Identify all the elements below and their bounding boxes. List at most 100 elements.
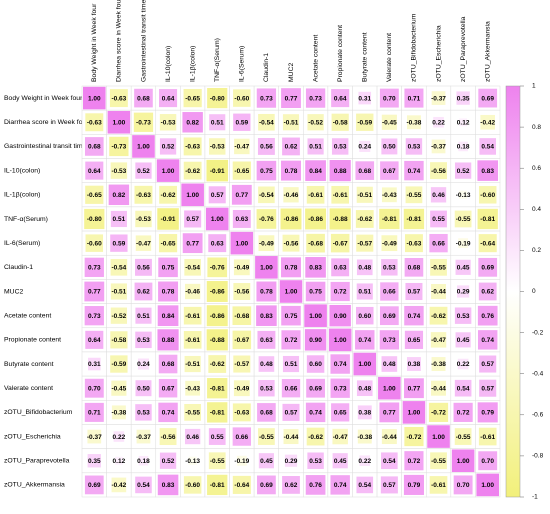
value-label: -0.80	[210, 95, 225, 102]
value-label: 0.69	[88, 482, 101, 489]
value-label: 0.68	[358, 168, 371, 175]
cell-color	[133, 112, 154, 132]
cell-color	[282, 476, 300, 494]
value-label: 0.57	[186, 216, 199, 223]
value-label: 0.62	[137, 289, 150, 296]
cell-color	[188, 456, 197, 465]
cell-color	[85, 330, 104, 349]
cell-color	[404, 426, 424, 447]
value-label: -0.58	[111, 337, 126, 344]
value-label: -0.67	[234, 337, 249, 344]
value-label: 0.50	[383, 144, 396, 151]
cell-color	[135, 307, 152, 324]
value-label: -0.49	[259, 240, 274, 247]
cell-color	[183, 161, 202, 180]
colorbar-tick-label: 0.4	[532, 206, 541, 213]
column-label: zOTU_Paraprevotella	[460, 16, 467, 82]
cell-color	[306, 355, 325, 373]
cell-color	[455, 332, 471, 348]
cell-color	[404, 88, 424, 108]
value-label: 0.82	[113, 192, 126, 199]
value-label: -0.64	[480, 240, 495, 247]
cell-color	[304, 329, 327, 351]
cell-color	[477, 160, 498, 181]
cell-color	[357, 405, 372, 420]
cell-color	[404, 234, 423, 253]
row-label: Propionate content	[4, 337, 61, 344]
cell-color	[430, 210, 447, 228]
value-label: -0.81	[480, 216, 495, 223]
cell-color	[206, 329, 228, 351]
value-label: 0.74	[481, 337, 494, 344]
value-label: 0.63	[211, 240, 224, 247]
cell-color	[402, 401, 426, 424]
value-label: 0.75	[309, 289, 322, 296]
value-label: 0.53	[408, 144, 421, 151]
value-label: 0.55	[211, 434, 224, 441]
value-label: -0.91	[161, 216, 176, 223]
value-label: 1.00	[309, 313, 322, 320]
row-label: zOTU_Akkermansia	[4, 482, 65, 489]
cell-color	[356, 380, 373, 397]
cell-color	[134, 282, 153, 301]
cell-color	[405, 138, 423, 155]
cell-color	[181, 183, 204, 207]
value-label: -0.76	[210, 265, 225, 272]
value-label: -0.44	[431, 289, 446, 296]
cell-color	[233, 380, 250, 397]
row-label: Butyrate content	[4, 361, 54, 368]
cell-color	[404, 451, 424, 471]
value-label: 0.52	[162, 458, 175, 465]
cell-color	[459, 190, 468, 199]
value-label: 0.76	[309, 482, 322, 489]
column-label: Valerate content	[386, 33, 393, 82]
value-label: 0.75	[260, 168, 273, 175]
cell-color	[135, 210, 152, 228]
value-label: -0.60	[185, 482, 200, 489]
cell-color	[454, 379, 472, 397]
value-label: -0.61	[185, 337, 200, 344]
cell-color	[404, 258, 424, 277]
value-label: 0.53	[383, 265, 396, 272]
value-label: 0.79	[408, 482, 421, 489]
value-label: -0.42	[480, 119, 495, 126]
cell-color	[110, 331, 128, 349]
cell-color	[110, 355, 128, 373]
value-label: 0.29	[285, 458, 298, 465]
colorbar-tick-label: -0.4	[532, 370, 544, 377]
cell-color	[431, 357, 446, 371]
value-label: -0.43	[185, 385, 200, 392]
value-label: 0.77	[88, 289, 101, 296]
value-label: 0.66	[285, 385, 298, 392]
value-label: 1.00	[260, 265, 273, 272]
value-label: 0.60	[309, 361, 322, 368]
value-label: -0.72	[431, 410, 446, 417]
column-label: zOTU_Escherichia	[435, 25, 442, 82]
value-label: -0.38	[431, 361, 446, 368]
value-label: 0.71	[408, 95, 421, 102]
value-label: 0.70	[481, 458, 494, 465]
value-label: 0.62	[285, 482, 298, 489]
value-label: 0.45	[457, 265, 470, 272]
value-label: 0.70	[383, 95, 396, 102]
cell-color	[84, 281, 105, 302]
value-label: 0.51	[285, 361, 298, 368]
value-label: 0.54	[383, 458, 396, 465]
cell-color	[258, 186, 275, 204]
value-label: 0.35	[457, 95, 470, 102]
value-label: -0.68	[308, 240, 323, 247]
cell-color	[158, 257, 178, 278]
value-label: 0.76	[481, 313, 494, 320]
cell-color	[87, 454, 101, 468]
cell-color	[479, 379, 497, 397]
value-label: -0.86	[210, 289, 225, 296]
cell-color	[207, 257, 228, 278]
cell-color	[157, 329, 179, 351]
value-label: -0.65	[87, 192, 102, 199]
cell-color	[233, 259, 250, 276]
value-label: 0.65	[408, 337, 421, 344]
cell-color	[236, 455, 247, 466]
column-label: Body Weight in Week four	[91, 3, 98, 82]
value-label: -0.46	[185, 289, 200, 296]
cell-color	[451, 449, 475, 473]
